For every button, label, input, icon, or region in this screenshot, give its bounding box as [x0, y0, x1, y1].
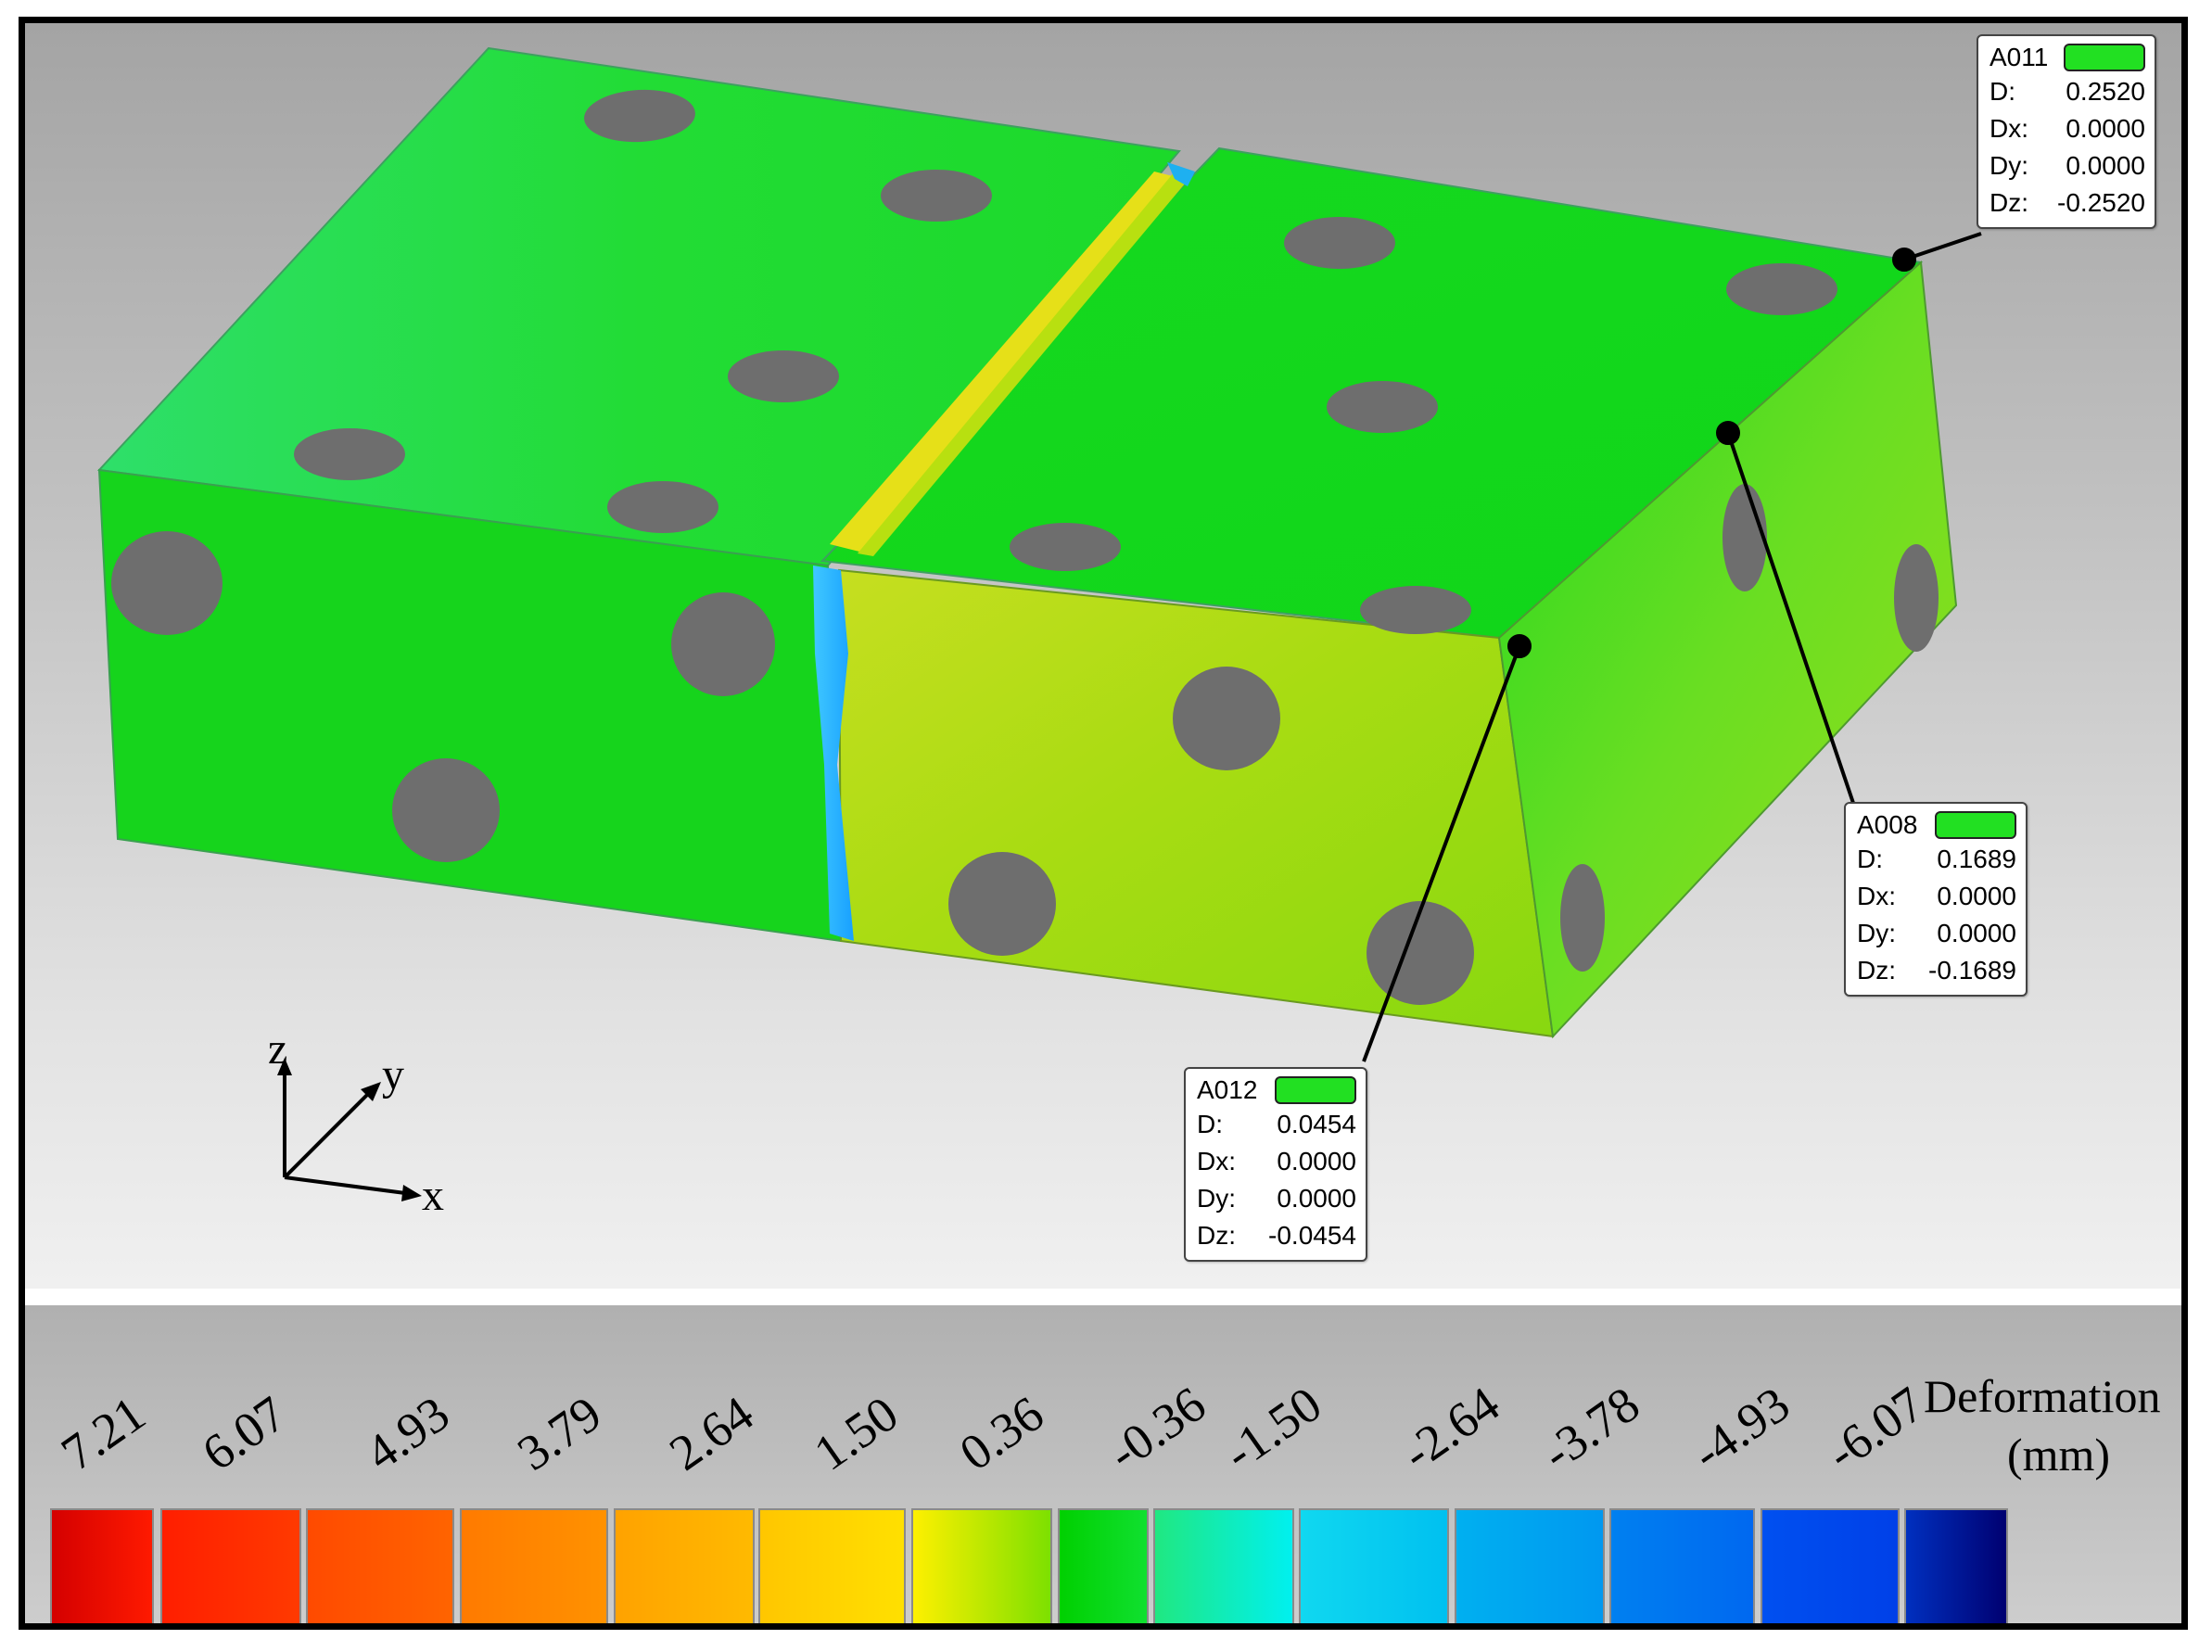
- callout-color-swatch: [2064, 44, 2145, 71]
- callout-key: Dy:: [1990, 151, 2028, 180]
- front-surface-markers: [111, 531, 1474, 1005]
- callout-key: Dz:: [1197, 1221, 1236, 1250]
- callout-key: Dx:: [1990, 114, 2028, 143]
- callout-key: Dz:: [1990, 188, 2028, 217]
- model-viewport: z y x A011 D: 0.2520 Dx: 0.0000 Dy: 0.0000 …: [25, 23, 2181, 1289]
- figure-frame: z y x A011 D: 0.2520 Dx: 0.0000 Dy: 0.0000 …: [19, 17, 2188, 1630]
- callout-value: 0.0000: [1937, 919, 2016, 947]
- legend-swatch: [911, 1508, 1052, 1623]
- callout-key: D:: [1197, 1110, 1223, 1138]
- legend-title: Deformation: [1924, 1370, 2160, 1422]
- callout-key: Dx:: [1197, 1147, 1236, 1175]
- legend-swatch: [1904, 1508, 2008, 1623]
- legend-swatch: [1299, 1508, 1449, 1623]
- callout-value: -0.2520: [2057, 188, 2145, 217]
- callout-key: Dy:: [1197, 1184, 1236, 1213]
- legend-tick-label: 4.93: [355, 1385, 459, 1480]
- panel-divider: [25, 1289, 2181, 1305]
- legend-tick-label: -2.64: [1392, 1376, 1509, 1481]
- callout-value: 0.2520: [2066, 77, 2145, 106]
- callout-value: 0.0000: [2066, 114, 2145, 143]
- legend-tick-label: -4.93: [1682, 1376, 1799, 1481]
- weld-seam-top-edge: [858, 172, 1195, 556]
- right-block-side-face: [1497, 260, 1958, 1039]
- callout-leaders: [1362, 232, 1982, 1062]
- deformed-specimen-model: z y x: [96, 46, 1982, 1220]
- legend-swatch: [1153, 1508, 1294, 1623]
- axis-label-z: z: [268, 1024, 287, 1074]
- callout-value: -0.0454: [1268, 1221, 1356, 1250]
- callout-id: A012: [1197, 1075, 1258, 1104]
- legend-tick-label: 7.21: [51, 1385, 155, 1480]
- callout-key: Dx:: [1857, 882, 1896, 910]
- legend-swatches: [50, 1508, 2008, 1623]
- legend-swatch: [50, 1508, 154, 1623]
- callout-a012: A012 D: 0.0454 Dx: 0.0000 Dy: 0.0000 Dz: -0.…: [1184, 1067, 1367, 1262]
- callout-a008: A008 D: 0.1689 Dx: 0.0000 Dy: 0.0000 Dz: -0.…: [1844, 802, 2028, 997]
- axis-label-x: x: [422, 1171, 444, 1220]
- callout-value: 0.0000: [1937, 882, 2016, 910]
- callout-id: A008: [1857, 810, 1918, 839]
- callout-value: 0.0454: [1277, 1110, 1356, 1138]
- legend-swatch: [614, 1508, 755, 1623]
- legend-tick-label: -3.78: [1532, 1376, 1649, 1481]
- callout-color-swatch: [1935, 811, 2016, 839]
- deformation-color-legend: 7.21 6.07 4.93 3.79 2.64 1.50 0.36 -0.36 -1.50 -2…: [25, 1305, 2181, 1623]
- legend-swatch: [1455, 1508, 1605, 1623]
- legend-swatch: [1058, 1508, 1149, 1623]
- callout-key: Dy:: [1857, 919, 1896, 947]
- callout-value: -0.1689: [1928, 956, 2016, 985]
- callout-key: D:: [1857, 845, 1883, 873]
- top-surface-markers: [294, 89, 1837, 634]
- legend-swatch: [1761, 1508, 1900, 1623]
- callout-value: 0.0000: [1277, 1184, 1356, 1213]
- callout-value: 0.0000: [2066, 151, 2145, 180]
- axis-label-y: y: [382, 1050, 404, 1099]
- side-surface-markers: [1560, 484, 1939, 972]
- callout-a011: A011 D: 0.2520 Dx: 0.0000 Dy: 0.0000 Dz: -0.…: [1977, 34, 2156, 229]
- legend-tick-label: 2.64: [659, 1385, 763, 1480]
- legend-swatch: [306, 1508, 454, 1623]
- legend-swatch: [758, 1508, 906, 1623]
- legend-tick-label: 6.07: [192, 1385, 296, 1480]
- legend-tick-label: -6.07: [1816, 1376, 1934, 1481]
- legend-tick-label: 0.36: [949, 1385, 1053, 1480]
- legend-tick-label: 1.50: [804, 1385, 908, 1480]
- weld-seam-front: [813, 565, 854, 941]
- axis-triad: [277, 1058, 422, 1201]
- legend-swatch: [460, 1508, 608, 1623]
- weld-seam-top: [830, 172, 1184, 552]
- legend-tick-label: -0.36: [1098, 1376, 1215, 1481]
- callout-value: 0.0000: [1277, 1147, 1356, 1175]
- legend-tick-labels: 7.21 6.07 4.93 3.79 2.64 1.50 0.36 -0.36-1.50 -2…: [51, 1376, 1934, 1481]
- legend-swatch: [160, 1508, 301, 1623]
- callout-value: 0.1689: [1937, 845, 2016, 873]
- callout-color-swatch: [1275, 1076, 1356, 1104]
- weld-seam-blue-top: [1167, 162, 1195, 186]
- legend-tick-label: 3.79: [507, 1385, 611, 1480]
- callout-id: A011: [1990, 43, 2049, 71]
- legend-scale: 7.21 6.07 4.93 3.79 2.64 1.50 0.36 -0.36-1.50 -2…: [50, 1370, 2160, 1623]
- callout-key: Dz:: [1857, 956, 1896, 985]
- callout-key: D:: [1990, 77, 2015, 106]
- legend-unit: (mm): [2007, 1429, 2110, 1480]
- legend-tick-label: -1.50: [1214, 1376, 1331, 1481]
- legend-swatch: [1609, 1508, 1755, 1623]
